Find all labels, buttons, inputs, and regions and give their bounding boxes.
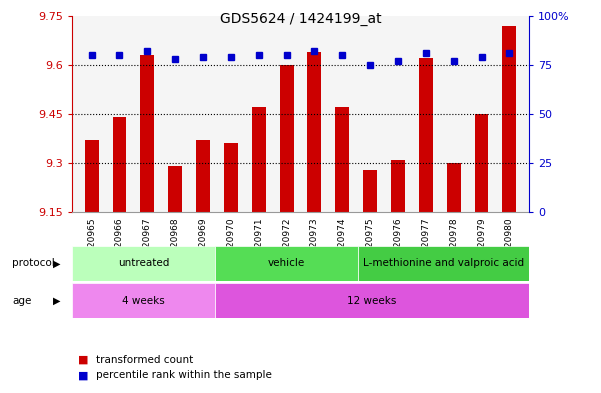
Bar xyxy=(363,170,377,212)
Text: ■: ■ xyxy=(78,354,88,365)
Text: untreated: untreated xyxy=(118,258,169,268)
Text: age: age xyxy=(12,296,31,306)
Bar xyxy=(252,107,266,212)
Bar xyxy=(279,65,293,212)
Bar xyxy=(85,140,99,212)
Text: protocol: protocol xyxy=(12,258,55,268)
Bar xyxy=(308,52,322,212)
Text: 4 weeks: 4 weeks xyxy=(122,296,165,306)
Bar xyxy=(224,143,238,212)
Text: GDS5624 / 1424199_at: GDS5624 / 1424199_at xyxy=(220,12,381,26)
Bar xyxy=(215,283,529,318)
Bar xyxy=(141,55,154,212)
Bar xyxy=(112,117,126,212)
Bar xyxy=(335,107,349,212)
Text: 12 weeks: 12 weeks xyxy=(347,296,397,306)
Text: ▶: ▶ xyxy=(53,258,61,268)
Text: percentile rank within the sample: percentile rank within the sample xyxy=(96,370,272,380)
Bar xyxy=(475,114,489,212)
Bar xyxy=(391,160,405,212)
Text: L-methionine and valproic acid: L-methionine and valproic acid xyxy=(362,258,524,268)
Bar xyxy=(502,26,516,212)
Bar xyxy=(419,58,433,212)
Bar xyxy=(358,246,529,281)
Text: ■: ■ xyxy=(78,370,88,380)
Bar xyxy=(447,163,460,212)
Text: transformed count: transformed count xyxy=(96,354,194,365)
Bar xyxy=(196,140,210,212)
Bar xyxy=(72,283,215,318)
Text: vehicle: vehicle xyxy=(267,258,305,268)
Text: ▶: ▶ xyxy=(53,296,61,306)
Bar xyxy=(168,166,182,212)
Bar xyxy=(72,246,215,281)
Bar xyxy=(215,246,358,281)
